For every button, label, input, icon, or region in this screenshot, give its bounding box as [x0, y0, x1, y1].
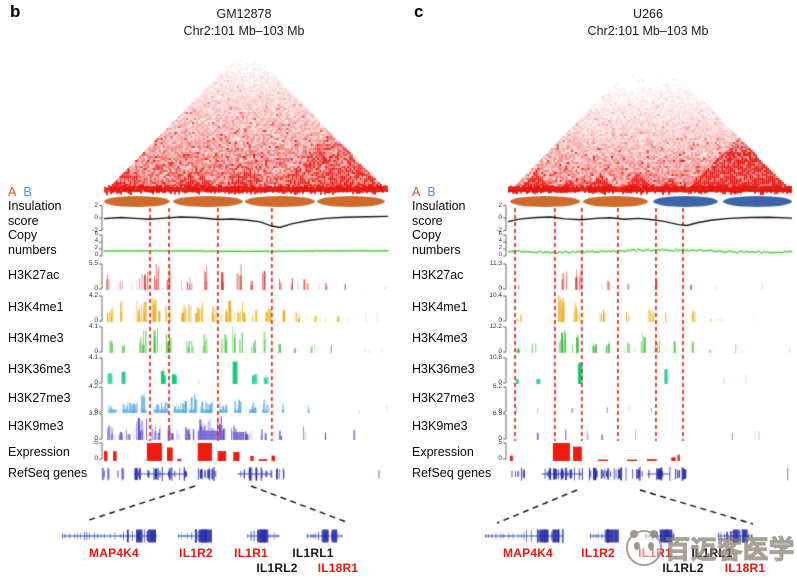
- gene-label: MAP4K4: [503, 546, 553, 560]
- track-label-h3k9me3: H3K9me3: [412, 419, 468, 433]
- watermark: 百迈客医学: [626, 530, 795, 566]
- compartment-a-label: A: [8, 185, 17, 199]
- axis-value: 0: [498, 285, 502, 292]
- panel-b-subtitle: Chr2:101 Mb–103 Mb: [183, 24, 305, 38]
- gene-label: IL1RL1: [691, 546, 733, 560]
- track-label-insulation-score: Insulation score: [412, 199, 466, 228]
- axis-value: 0: [94, 408, 98, 415]
- track-label-h3k4me1: H3K4me1: [412, 300, 468, 314]
- compartment-b-label: B: [427, 185, 436, 199]
- axis-value: 3.8: [88, 410, 98, 417]
- axis-value: 0: [498, 348, 502, 355]
- track-label-h3k27ac: H3K27ac: [412, 268, 464, 282]
- axis-value: 4.1: [88, 323, 98, 330]
- axis-value: -2: [92, 226, 98, 234]
- axis-value: 0: [498, 379, 502, 386]
- track-label-h3k36me3: H3K36me3: [412, 362, 475, 376]
- track-label-refseq-genes: RefSeq genes: [8, 466, 88, 480]
- panel-c-title: U266: [633, 7, 663, 21]
- axis-value: 5.5: [88, 260, 98, 267]
- panda-ear-icon: [630, 530, 638, 538]
- track-label-h3k9me3: H3K9me3: [8, 419, 64, 433]
- axis-value: 0: [94, 214, 98, 221]
- axis-value: 0: [498, 408, 502, 415]
- track-label-copy-numbers: Copy numbers: [412, 228, 461, 257]
- watermark-panda-logo: [626, 530, 662, 566]
- track-label-h3k4me3: H3K4me3: [412, 331, 468, 345]
- axis-value: 0: [498, 435, 502, 442]
- panel-b-letter: b: [10, 2, 21, 21]
- axis-value: 4.2: [88, 383, 98, 390]
- track-label-expression: Expression: [8, 445, 70, 459]
- axis-value: 5: [498, 439, 502, 446]
- axis-value: 5: [94, 439, 98, 446]
- axis-value: 6.2: [492, 383, 502, 390]
- track-label-refseq-genes: RefSeq genes: [412, 466, 492, 480]
- panda-ear-icon: [650, 530, 658, 538]
- axis-value: 10.4: [489, 292, 502, 299]
- axis-value: 4.1: [88, 354, 98, 361]
- panel-b-title: GM12878: [216, 7, 272, 21]
- axis-value: 0: [94, 252, 98, 258]
- track-label-h3k4me3: H3K4me3: [8, 331, 64, 345]
- axis-value: 6: [94, 231, 98, 237]
- track-label-expression: Expression: [412, 445, 474, 459]
- axis-value: 0: [94, 285, 98, 292]
- axis-value: 0: [94, 455, 98, 462]
- axis-value: 6: [498, 231, 502, 237]
- gene-label: IL18R1: [317, 561, 359, 575]
- axis-value: 0: [498, 317, 502, 324]
- axis-value: 2: [94, 245, 98, 251]
- gene-label: IL1RL1: [292, 546, 334, 560]
- axis-value: 4: [94, 238, 98, 244]
- axis-value: 6.5: [492, 410, 502, 417]
- panda-eye-icon: [648, 542, 654, 550]
- compartment-b-label: B: [23, 185, 32, 199]
- track-label-insulation-score: Insulation score: [8, 199, 62, 228]
- panel-c-subtitle: Chr2:101 Mb–103 Mb: [587, 24, 709, 38]
- gene-label: IL1R1: [234, 546, 268, 560]
- axis-value: 0: [498, 252, 502, 258]
- axis-value: 10.8: [489, 354, 502, 361]
- axis-value: 0: [94, 317, 98, 324]
- axis-value: 2: [498, 201, 502, 209]
- track-label-h3k27me3: H3K27me3: [412, 391, 475, 405]
- axis-value: -2: [496, 226, 502, 234]
- axis-value: 0: [94, 435, 98, 442]
- axis-value: 4.2: [88, 292, 98, 299]
- panel-c-letter: c: [414, 2, 424, 21]
- axis-value: 4: [498, 238, 502, 244]
- compartment-a-label: A: [412, 185, 421, 199]
- gene-label: IL1RL2: [662, 561, 704, 575]
- axis-value: 12.2: [489, 323, 502, 330]
- track-label-h3k36me3: H3K36me3: [8, 362, 71, 376]
- axis-value: 2: [94, 201, 98, 209]
- track-label-h3k27ac: H3K27ac: [8, 268, 60, 282]
- gene-label: IL18R1: [724, 561, 766, 575]
- axis-value: 11.3: [489, 260, 502, 267]
- watermark-text: 百迈客医学: [664, 535, 796, 564]
- gene-label: IL1R2: [179, 546, 213, 560]
- panda-eye-icon: [634, 542, 640, 550]
- gene-label: MAP4K4: [89, 546, 139, 560]
- gene-label: IL1R2: [581, 546, 615, 560]
- axis-value: 0: [94, 379, 98, 386]
- axis-value: 0: [94, 348, 98, 355]
- track-label-copy-numbers: Copy numbers: [8, 228, 57, 257]
- track-label-h3k27me3: H3K27me3: [8, 391, 71, 405]
- axis-value: 0: [498, 214, 502, 221]
- gene-label: IL1RL2: [256, 561, 298, 575]
- axis-value: 2: [498, 245, 502, 251]
- axis-value: 0: [498, 455, 502, 462]
- track-label-h3k4me1: H3K4me1: [8, 300, 64, 314]
